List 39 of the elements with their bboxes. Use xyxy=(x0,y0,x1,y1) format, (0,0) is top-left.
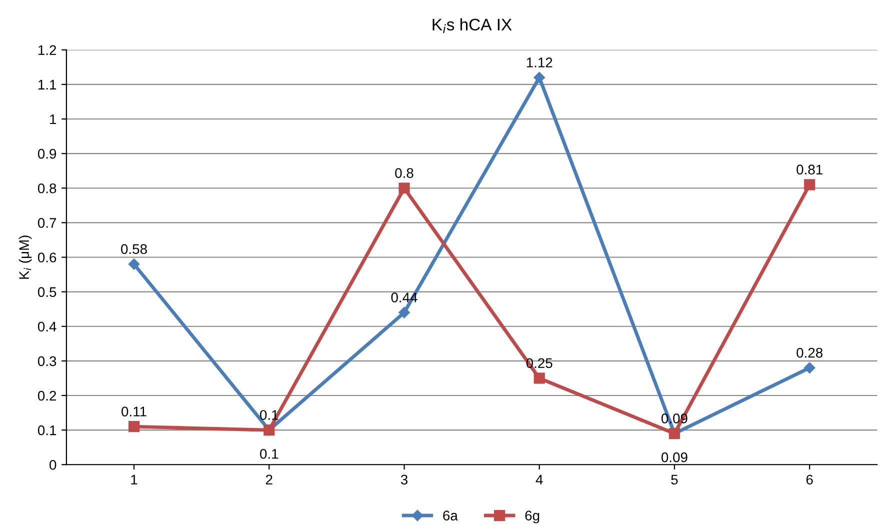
y-tick-label: 0.4 xyxy=(38,322,56,332)
point xyxy=(534,372,545,384)
y-tick-label: 1.2 xyxy=(38,45,56,55)
point xyxy=(398,182,410,194)
chart-title: K$_{i}$s hCA IX xyxy=(432,18,512,34)
y-tick-label: 0.2 xyxy=(38,390,56,401)
x-tick-label: 5 xyxy=(671,474,678,485)
point xyxy=(128,421,140,432)
point xyxy=(398,306,410,318)
x-tick-label: 4 xyxy=(536,474,543,484)
data-label: 1.12 xyxy=(526,58,552,68)
point xyxy=(128,258,140,270)
point xyxy=(804,362,816,374)
point xyxy=(534,72,545,84)
data-label: 0.1 xyxy=(260,448,278,459)
legend-label: 6a xyxy=(443,510,458,521)
y-axis-title: K$_{i}$ (μM) xyxy=(18,236,32,279)
x-tick-label: 2 xyxy=(266,474,272,484)
y-tick-label: 0.6 xyxy=(38,252,56,262)
data-label: 0.8 xyxy=(395,168,414,178)
x-tick-label: 1 xyxy=(131,474,138,484)
y-tick-label: 0.3 xyxy=(38,356,56,366)
data-label: 0.11 xyxy=(122,406,146,416)
y-tick-label: 0 xyxy=(50,460,56,470)
y-tick-label: 0.9 xyxy=(38,148,56,159)
y-tick-label: 1.1 xyxy=(38,80,56,90)
y-tick-label: 0.8 xyxy=(38,183,56,194)
y-tick-label: 0.5 xyxy=(38,287,56,297)
x-tick-label: 6 xyxy=(806,474,813,485)
legend-label: 6g xyxy=(525,510,540,524)
data-label: 0.28 xyxy=(796,348,822,358)
x-tick-label: 3 xyxy=(400,474,408,485)
y-tick-label: 0.1 xyxy=(38,425,56,436)
point xyxy=(804,179,816,190)
data-label: 0.81 xyxy=(796,164,822,175)
data-label: 0.58 xyxy=(121,244,147,254)
y-tick-label: 1 xyxy=(50,114,56,124)
y-tick-label: 0.7 xyxy=(38,218,56,228)
data-label: 0.09 xyxy=(661,452,688,462)
